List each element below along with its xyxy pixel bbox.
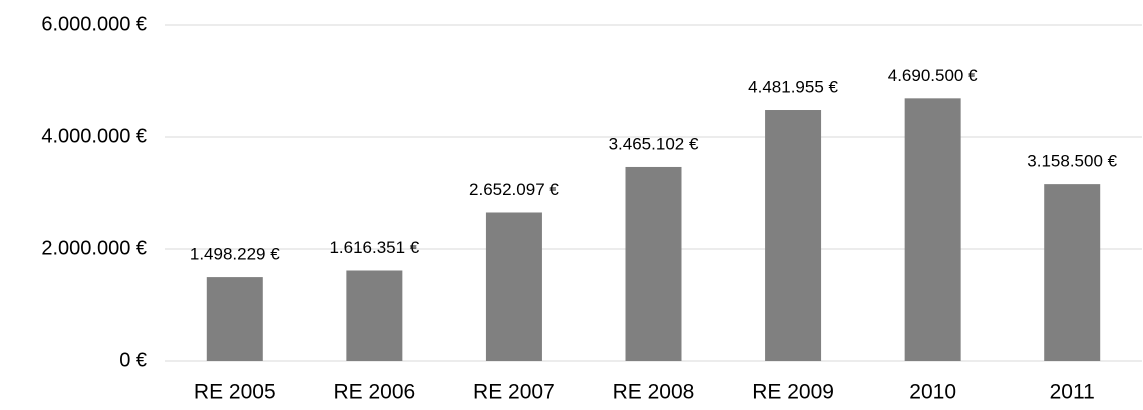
bar	[1044, 184, 1101, 361]
data-label: 4.481.955 €	[748, 77, 838, 96]
data-label: 1.498.229 €	[190, 245, 280, 264]
y-tick-label: 0 €	[119, 349, 147, 371]
x-tick-label: RE 2005	[194, 381, 276, 404]
bar	[485, 212, 542, 361]
data-label: 3.158.500 €	[1027, 152, 1117, 171]
y-tick-label: 6.000.000 €	[41, 13, 147, 35]
bar	[206, 277, 263, 361]
x-tick-label: 2011	[1050, 381, 1095, 404]
x-tick-label: RE 2008	[613, 381, 695, 404]
bar	[904, 98, 961, 361]
data-label: 1.616.351 €	[329, 238, 419, 257]
x-tick-label: RE 2009	[752, 381, 834, 404]
bar	[765, 110, 822, 361]
data-label: 3.465.102 €	[609, 134, 699, 153]
data-label: 4.690.500 €	[888, 66, 978, 85]
x-tick-label: RE 2006	[333, 381, 415, 404]
x-tick-label: 2010	[909, 381, 956, 404]
x-tick-label: RE 2007	[473, 381, 555, 404]
y-tick-label: 2.000.000 €	[41, 237, 147, 259]
bar	[625, 166, 682, 361]
bar	[346, 270, 403, 361]
data-label: 2.652.097 €	[469, 180, 559, 199]
y-tick-label: 4.000.000 €	[41, 125, 147, 147]
